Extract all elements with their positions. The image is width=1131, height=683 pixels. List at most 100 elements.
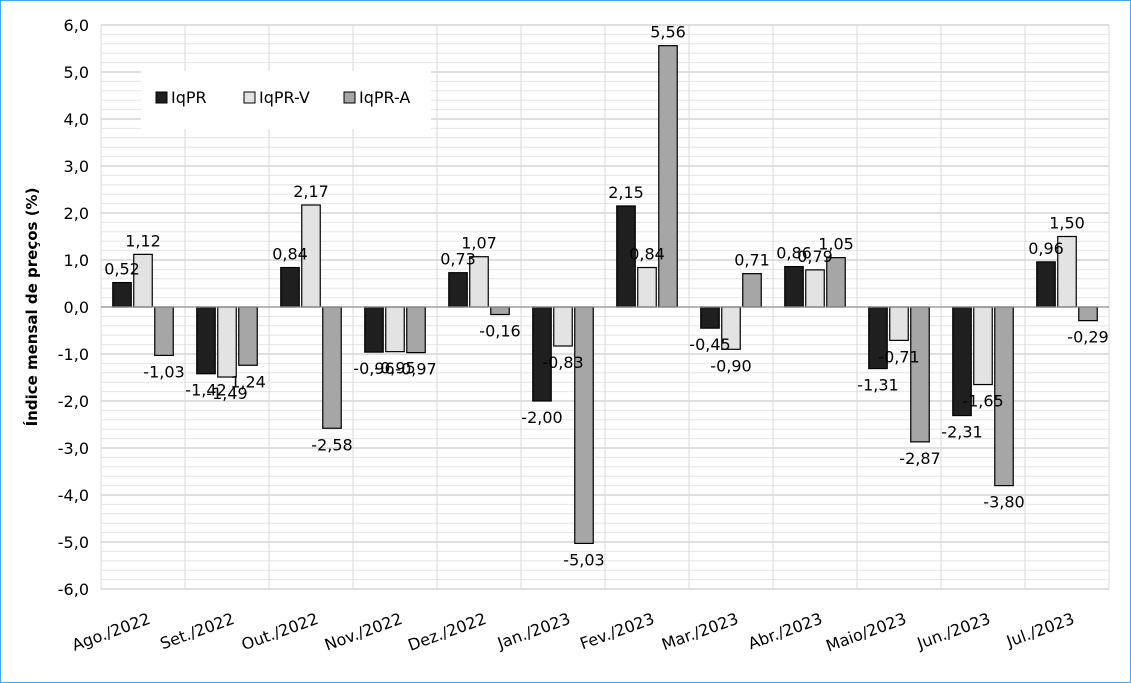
data-label: 5,56 [650,23,686,42]
x-tick-label: Maio/2023 [823,609,908,656]
x-tick-label: Set./2022 [157,609,236,653]
y-tick-label: 2,0 [64,204,89,223]
x-tick-label: Jul./2023 [1003,609,1077,651]
legend-swatch [343,91,356,104]
data-label: 1,50 [1049,214,1085,233]
bar-iqpr-v-6 [553,306,573,347]
y-tick-label: 4,0 [64,110,89,129]
y-tick-label: 0,0 [64,298,89,317]
bar-iqpr-4 [364,306,384,353]
x-tick-label: Mar./2023 [659,609,741,654]
y-tick-label: 1,0 [64,251,89,270]
data-label: -2,87 [899,449,940,468]
data-label: -1,31 [857,376,898,395]
x-tick-label: Dez./2022 [405,609,488,655]
data-label: 2,15 [608,183,644,202]
x-tick-label: Fev./2023 [577,609,656,653]
data-labels: 0,52 1,12 -1,03-1,42-1,491,24 0,84 2,17 -2,58… [104,23,1109,570]
bar-iqpr-v-2 [217,306,237,378]
data-label: 1,24 [230,372,266,391]
legend: IqPR IqPR-V IqPR-A [141,71,431,129]
y-tick-label: -3,0 [58,439,89,458]
bar-iqpr-12 [1036,261,1056,308]
data-label: 0,71 [734,251,770,270]
y-tick-label: -1,0 [58,345,89,364]
data-label: -3,80 [983,493,1024,512]
data-label: -0,29 [1067,328,1108,347]
bar-iqpr-a-4 [406,306,426,354]
bar-iqpr-2 [196,306,216,375]
data-label: -0,16 [479,322,520,341]
y-axis-ticks: -6,0 -5,0 -4,0 -3,0 -2,0 -1,0 0,0 1,0 2,0 3,0 4,0 5… [58,16,89,599]
data-label: -2,58 [311,435,352,454]
data-label: -2,31 [941,423,982,442]
bar-iqpr-1 [112,281,132,308]
x-tick-label: Nov./2022 [322,609,405,655]
bar-iqpr-5 [448,272,468,308]
bar-iqpr-a-6 [574,306,594,545]
data-label: -1,65 [962,392,1003,411]
data-label: -0,45 [689,335,730,354]
legend-label: IqPR-V [259,88,310,107]
bar-iqpr-8 [700,306,720,329]
data-label: -0,97 [395,360,436,379]
data-label: 0,52 [104,260,140,279]
bar-iqpr-v-7 [637,266,657,308]
y-tick-label: 3,0 [64,157,89,176]
data-label: 0,84 [629,245,665,264]
data-label: 0,84 [272,245,308,264]
x-tick-label: Jan./2023 [494,609,573,653]
bar-iqpr-v-11 [973,306,993,386]
bar-iqpr-3 [280,266,300,308]
data-label: 0,73 [440,250,476,269]
bar-iqpr-a-8 [742,273,762,308]
data-label: -0,96 [353,359,394,378]
bar-iqpr-a-3 [322,306,342,429]
data-label: 1,12 [125,231,161,250]
grid-lines [100,24,1110,590]
data-label: 0,79 [797,247,833,266]
data-label: -0,71 [878,347,919,366]
y-tick-label: 6,0 [64,16,89,35]
data-label: 2,17 [293,182,329,201]
bar-iqpr-9 [784,265,804,308]
legend-label: IqPR [171,88,207,107]
data-label: -0,83 [542,353,583,372]
data-label: -1,42 [185,381,226,400]
data-label: 0,86 [776,244,812,263]
data-label: 0,96 [1028,239,1064,258]
data-label: 1,07 [461,234,497,253]
y-tick-label: -2,0 [58,392,89,411]
x-tick-label: Jun./2023 [914,609,993,653]
data-label: -1,49 [206,384,247,403]
y-tick-label: -6,0 [58,580,89,599]
data-label: -0,90 [710,356,751,375]
y-tick-label: -5,0 [58,533,89,552]
data-label: -0,95 [374,359,415,378]
bar-iqpr-a-1 [154,306,174,357]
data-label: 1,05 [818,235,854,254]
x-axis-ticks: Ago./2022 Set./2022 Out./2022 Nov./2022 Dez.… [69,609,1076,656]
bar-iqpr-a-7 [658,45,678,308]
y-tick-label: -4,0 [58,486,89,505]
data-label: -1,03 [143,362,184,381]
bars [101,45,1109,545]
legend-swatch [155,91,168,104]
bar-iqpr-a-5 [490,306,510,316]
legend-swatch [243,91,256,104]
bar-iqpr-v-10 [889,306,909,341]
bar-iqpr-v-4 [385,306,405,353]
bar-iqpr-a-10 [910,306,930,443]
x-tick-label: Out./2022 [239,609,321,654]
legend-label: IqPR-A [359,88,410,107]
bar-iqpr-a-12 [1078,306,1098,322]
data-label: -5,03 [563,550,604,569]
data-label: -2,00 [521,408,562,427]
y-axis-label: Índice mensal de preços (%) [22,188,41,427]
x-tick-label: Abr./2023 [746,609,825,653]
legend-box [141,71,431,129]
bar-iqpr-a-2 [238,306,258,366]
y-tick-label: 5,0 [64,63,89,82]
